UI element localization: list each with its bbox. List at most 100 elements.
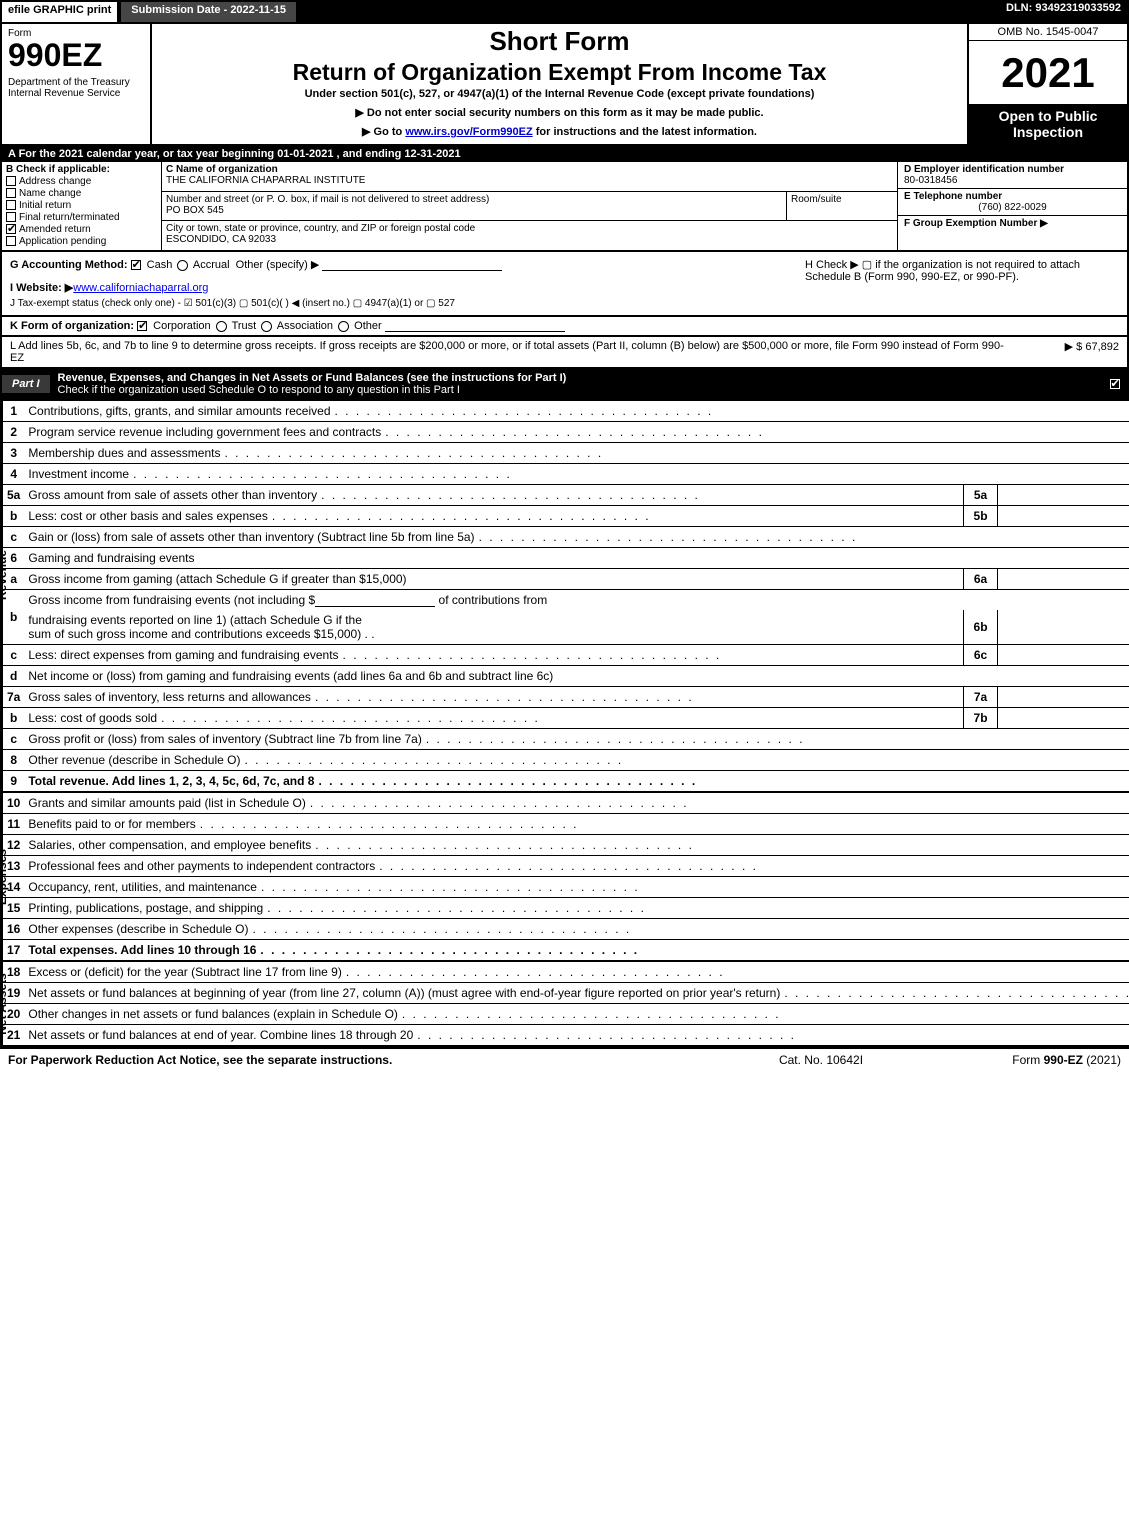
l7b-n: b [3,708,25,729]
k-row: K Form of organization: Corporation Trus… [0,317,1129,337]
e-cell: E Telephone number (760) 822-0029 [898,189,1127,216]
l8-d: Other revenue (describe in Schedule O) [24,750,1129,771]
k-prefix: K Form of organization: [10,320,134,332]
l18-d: Excess or (deficit) for the year (Subtra… [24,961,1129,983]
chk-corp[interactable] [137,321,147,331]
l7a-bv: 0 [998,687,1129,708]
c-street-cell: Number and street (or P. O. box, if mail… [162,192,787,221]
chk-assoc[interactable] [261,321,272,332]
l6b-box: 6b [964,610,998,645]
part1-subtitle: Check if the organization used Schedule … [58,384,460,396]
l5a-d: Gross amount from sale of assets other t… [24,485,963,506]
h-row: H Check ▶ ▢ if the organization is not r… [797,252,1127,315]
dln: DLN: 93492319033592 [998,0,1129,24]
chk-application-pending[interactable]: Application pending [6,236,157,247]
main-title: Return of Organization Exempt From Incom… [160,59,959,86]
chk-final-return[interactable]: Final return/terminated [6,212,157,223]
c-name-cell: C Name of organization THE CALIFORNIA CH… [162,162,897,192]
chk-initial-return[interactable]: Initial return [6,200,157,211]
sub3-suffix: for instructions and the latest informat… [533,126,757,138]
part1-check[interactable] [1105,378,1127,390]
l7b-d: Less: cost of goods sold [24,708,963,729]
tax-year: 2021 [969,41,1127,104]
l6d-n: d [3,666,25,687]
l17-n: 17 [3,940,25,962]
l5c-n: c [3,527,25,548]
submission-date: Submission Date - 2022-11-15 [119,0,298,24]
e-label: E Telephone number [904,191,1121,202]
open-public: Open to Public Inspection [969,104,1127,144]
efile-label: efile GRAPHIC print [0,0,119,24]
chk-accrual[interactable] [177,260,188,271]
website-link[interactable]: www.californiachaparral.org [73,282,208,294]
l4-n: 4 [3,464,25,485]
room-suite-label: Room/suite [791,194,893,205]
f-label: F Group Exemption Number ▶ [904,218,1048,229]
top-bar: efile GRAPHIC print Submission Date - 20… [0,0,1129,24]
footer-left: For Paperwork Reduction Act Notice, see … [8,1053,721,1067]
l6c-box: 6c [964,645,998,666]
header-sub1: Under section 501(c), 527, or 4947(a)(1)… [160,88,959,100]
l9-d: Total revenue. Add lines 1, 2, 3, 4, 5c,… [24,771,1129,793]
ein-value: 80-0318456 [904,175,1121,186]
l6b-d2: fundraising events reported on line 1) (… [24,610,963,645]
l8-n: 8 [3,750,25,771]
vlabel-expenses: Expenses [1,792,3,961]
l7b-bv: 0 [998,708,1129,729]
row-a: A For the 2021 calendar year, or tax yea… [0,146,1129,162]
g-other-field[interactable] [322,259,502,271]
irs-link[interactable]: www.irs.gov/Form990EZ [405,126,532,138]
l-row: L Add lines 5b, 6c, and 7b to line 9 to … [0,337,1129,369]
k-other-field[interactable] [385,320,565,332]
l1-d: Contributions, gifts, grants, and simila… [24,401,1129,422]
l5a-box: 5a [964,485,998,506]
c-street-row: Number and street (or P. O. box, if mail… [162,192,897,222]
l1-n: 1 [3,401,25,422]
c-city-cell: City or town, state or province, country… [162,221,897,250]
row-a-text: A For the 2021 calendar year, or tax yea… [8,148,461,160]
vlabel-revenue-end [1,750,3,793]
l7a-n: 7a [3,687,25,708]
l10-d: Grants and similar amounts paid (list in… [24,792,1129,814]
l7a-d: Gross sales of inventory, less returns a… [24,687,963,708]
chk-amended-return[interactable]: Amended return [6,224,157,235]
l16-d: Other expenses (describe in Schedule O) [24,919,1129,940]
k-corp: Corporation [153,320,210,332]
l5a-n: 5a [3,485,25,506]
l5b-bv: 0 [998,506,1129,527]
l6b-d1: Gross income from fundraising events (no… [24,590,1129,611]
chk-name-change[interactable]: Name change [6,188,157,199]
part1-title: Revenue, Expenses, and Changes in Net As… [50,369,1105,399]
l6a-d: Gross income from gaming (attach Schedul… [24,569,963,590]
l19-d: Net assets or fund balances at beginning… [24,983,1129,1004]
col-d: D Employer identification number 80-0318… [897,162,1127,250]
chk-other[interactable] [338,321,349,332]
header-center: Short Form Return of Organization Exempt… [152,24,967,144]
section-bc: B Check if applicable: Address change Na… [0,162,1129,252]
l4-d: Investment income [24,464,1129,485]
l7c-d: Gross profit or (loss) from sales of inv… [24,729,1129,750]
d-cell: D Employer identification number 80-0318… [898,162,1127,189]
chk-cash[interactable] [131,260,141,270]
footer: For Paperwork Reduction Act Notice, see … [0,1047,1129,1071]
l21-d: Net assets or fund balances at end of ye… [24,1025,1129,1047]
c-city-label: City or town, state or province, country… [166,223,893,234]
l6d-d: Net income or (loss) from gaming and fun… [24,666,1129,687]
c-street-label: Number and street (or P. O. box, if mail… [166,194,782,205]
l5b-n: b [3,506,25,527]
f-cell: F Group Exemption Number ▶ [898,216,1127,231]
j-row: J Tax-exempt status (check only one) - ☑… [10,298,789,309]
g-accrual: Accrual [193,259,230,271]
l3-n: 3 [3,443,25,464]
chk-address-change[interactable]: Address change [6,176,157,187]
vlabel-revenue: Revenue [1,401,3,750]
l7c-n: c [3,729,25,750]
org-street: PO BOX 545 [166,205,782,216]
l6c-bv: 0 [998,645,1129,666]
k-other: Other [354,320,382,332]
c-name-label: C Name of organization [166,164,893,175]
part1-header: Part I Revenue, Expenses, and Changes in… [0,369,1129,401]
chk-trust[interactable] [216,321,227,332]
part1-title-text: Revenue, Expenses, and Changes in Net As… [58,372,567,384]
l6a-box: 6a [964,569,998,590]
